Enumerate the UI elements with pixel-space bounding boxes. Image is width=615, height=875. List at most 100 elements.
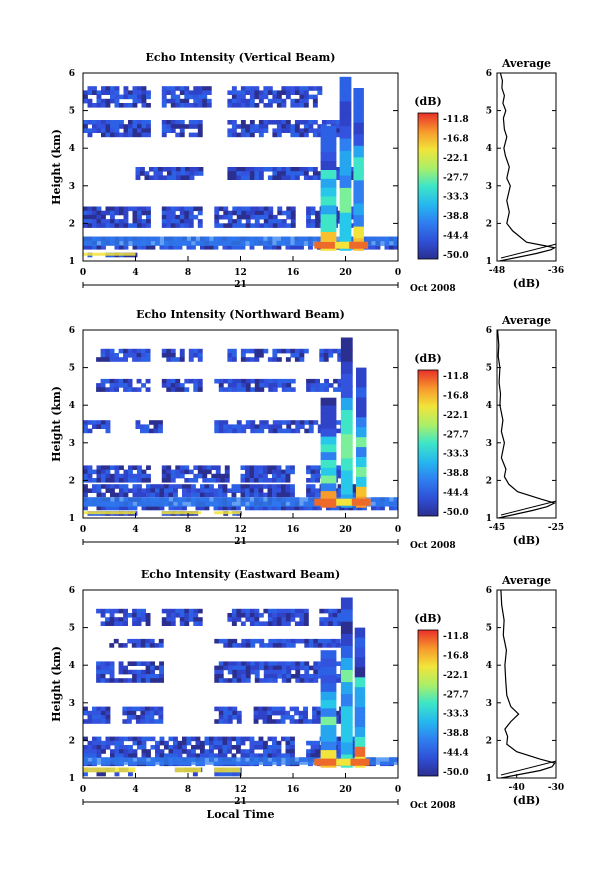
echo-cell	[240, 736, 246, 742]
average-frame	[496, 72, 557, 262]
echo-cell	[184, 98, 190, 104]
colorbar-label: -27.7	[443, 690, 469, 700]
echo-cell	[92, 120, 97, 125]
echo-cell	[250, 669, 256, 675]
echo-cell	[218, 706, 224, 712]
echo-cell	[166, 90, 172, 95]
echo-cell	[83, 706, 88, 712]
echo-cell	[245, 175, 251, 180]
echo-cell	[268, 661, 274, 666]
avg-y-tick-label: 2	[486, 219, 492, 229]
echo-cell	[253, 706, 259, 712]
echo-cell	[334, 719, 340, 724]
echo-cell	[353, 505, 358, 511]
plume-cell	[320, 421, 337, 430]
echo-cell	[96, 745, 102, 750]
echo-cell	[137, 120, 142, 125]
echo-cell	[263, 678, 269, 683]
echo-cell	[263, 245, 268, 250]
echo-cell	[254, 383, 260, 388]
echo-cell	[119, 245, 124, 250]
echo-cell	[289, 719, 295, 724]
echo-cell	[335, 661, 341, 666]
echo-cell	[281, 669, 287, 675]
echo-cell	[249, 469, 255, 475]
echo-cell	[146, 473, 151, 479]
echo-cell	[254, 206, 260, 212]
surface-echo	[83, 767, 136, 773]
echo-cell	[299, 424, 305, 429]
echo-cell	[194, 171, 199, 176]
echo-cell	[267, 617, 273, 622]
echo-cell	[245, 167, 251, 172]
echo-cell	[114, 473, 120, 479]
echo-cell	[236, 749, 241, 754]
echo-cell	[258, 488, 264, 493]
echo-cell	[254, 613, 260, 618]
echo-cell	[101, 749, 106, 754]
echo-cell	[191, 745, 196, 750]
echo-cell	[268, 387, 274, 392]
echo-cell	[294, 706, 299, 712]
echo-cell	[105, 669, 110, 675]
echo-cell	[141, 383, 146, 388]
echo-cell	[110, 749, 115, 754]
plume-cell	[320, 214, 337, 225]
echo-cell	[249, 745, 255, 750]
echo-cell	[136, 353, 142, 358]
echo-cell	[276, 94, 282, 100]
echo-cell	[299, 661, 305, 666]
echo-cell	[145, 665, 151, 671]
echo-cell	[173, 484, 178, 489]
echo-cell	[317, 175, 323, 180]
echo-cell	[119, 749, 124, 754]
echo-cell	[114, 617, 119, 622]
echo-cell	[144, 719, 150, 724]
echo-cell	[213, 505, 219, 511]
echo-cell	[232, 638, 238, 644]
x-tick-label: 4	[132, 785, 138, 795]
echo-cell	[141, 86, 147, 91]
echo-cell	[204, 753, 210, 758]
echo-cell	[263, 214, 269, 220]
echo-cell	[254, 353, 260, 358]
echo-cell	[170, 469, 176, 475]
echo-cell	[276, 128, 282, 133]
echo-cell	[193, 120, 199, 125]
echo-cell	[245, 492, 250, 498]
echo-cell	[127, 669, 133, 675]
echo-cell	[281, 420, 287, 425]
echo-cell	[193, 214, 199, 220]
avg-y-tick-label: 6	[486, 586, 492, 596]
echo-cell	[123, 678, 128, 683]
echo-cell	[100, 357, 106, 362]
plume-cell	[320, 413, 337, 423]
echo-cell	[294, 175, 300, 180]
echo-cell	[263, 469, 268, 475]
echo-cell	[179, 128, 185, 133]
echo-cell	[126, 715, 132, 720]
echo-cell	[164, 245, 169, 250]
plume-cell	[340, 597, 353, 611]
echo-cell	[153, 710, 159, 716]
echo-cell	[310, 740, 316, 746]
echo-cell	[267, 719, 272, 724]
echo-cell	[132, 90, 138, 95]
echo-cell	[179, 357, 185, 362]
echo-cell	[159, 245, 165, 250]
echo-cell	[101, 478, 106, 483]
echo-cell	[193, 387, 199, 392]
echo-cell	[258, 736, 264, 742]
plume-cell	[353, 111, 364, 124]
echo-cell	[290, 348, 296, 354]
echo-cell	[227, 171, 233, 176]
echo-cell	[299, 171, 305, 176]
echo-cell	[241, 638, 247, 644]
echo-cell	[137, 214, 142, 220]
echo-cell	[272, 353, 278, 358]
echo-cell	[141, 103, 147, 108]
echo-cell	[182, 488, 187, 493]
echo-cell	[236, 420, 242, 425]
echo-cell	[140, 715, 146, 720]
echo-cell	[168, 492, 174, 498]
